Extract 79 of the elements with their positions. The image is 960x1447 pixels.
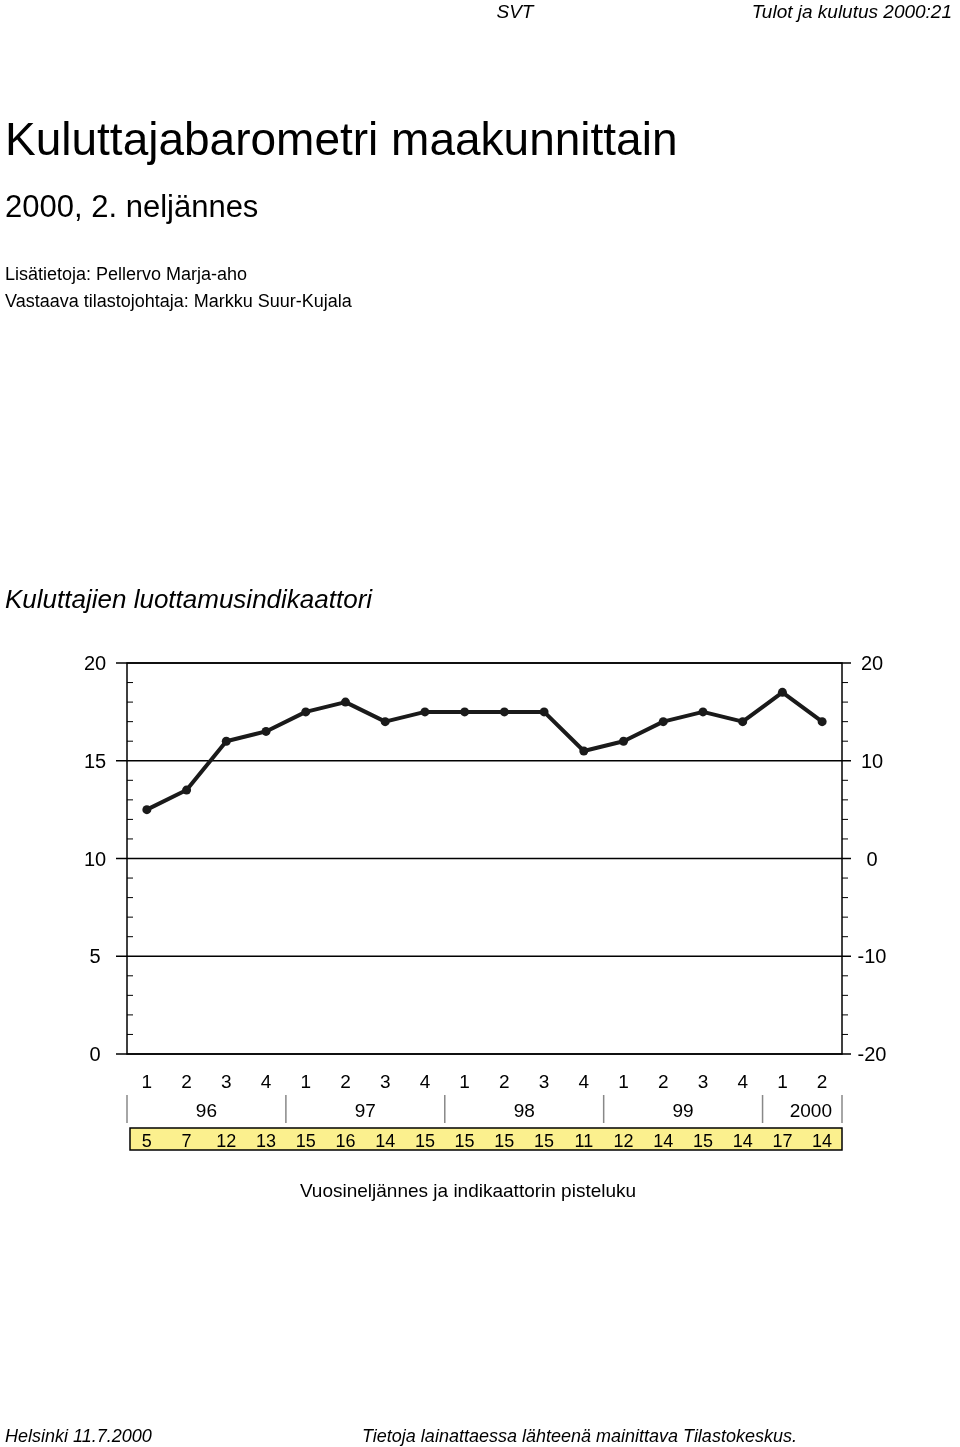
y-tick-label: 0 bbox=[89, 1043, 101, 1065]
y2-tick-label: 20 bbox=[860, 652, 884, 674]
x-tick-label: 2 bbox=[657, 1071, 669, 1092]
text: 99 bbox=[672, 1100, 694, 1121]
text: Kuluttajabarometri maakunnittain bbox=[5, 113, 678, 165]
point bbox=[221, 736, 231, 746]
y-tick-label: 20 bbox=[83, 652, 107, 674]
data-label: 15 bbox=[494, 1131, 515, 1151]
data-label: 14 bbox=[732, 1131, 753, 1151]
x-tick-label: 3 bbox=[379, 1071, 391, 1092]
y2-tick-label: -20 bbox=[857, 1043, 887, 1065]
point bbox=[738, 717, 748, 727]
x-tick-label: 3 bbox=[697, 1071, 709, 1092]
point bbox=[579, 746, 589, 756]
chart-title: Kuluttajien luottamusindikaattori bbox=[5, 584, 374, 614]
data-label: 5 bbox=[141, 1131, 152, 1151]
data-label: 15 bbox=[454, 1131, 475, 1151]
text: 2000, 2. neljännes bbox=[5, 189, 259, 224]
text: Tietoja lainattaessa lähteenä mainittava Tilastokeskus. bbox=[362, 1426, 797, 1446]
text: Vastaava tilastojohtaja: Markku Suur-Kujala bbox=[5, 291, 353, 311]
x-tick-label: 1 bbox=[300, 1071, 312, 1092]
point bbox=[499, 707, 509, 717]
point bbox=[539, 707, 549, 717]
text: Lisätietoja: Pellervo Marja-aho bbox=[5, 264, 248, 284]
x-tick-label: 2 bbox=[816, 1071, 828, 1092]
data-label: 14 bbox=[375, 1131, 396, 1151]
y-tick-label: 10 bbox=[83, 847, 107, 870]
x-tick-label: 4 bbox=[260, 1071, 272, 1092]
x-tick-label: 1 bbox=[459, 1071, 470, 1092]
text: SVT bbox=[496, 1, 535, 22]
data-label: 11 bbox=[574, 1131, 594, 1151]
x-tick-label: 1 bbox=[777, 1071, 788, 1092]
text: Tulot ja kulutus 2000:21 bbox=[751, 1, 952, 22]
x-tick-label: 2 bbox=[340, 1071, 351, 1092]
data-label: 17 bbox=[772, 1131, 793, 1151]
point bbox=[698, 707, 708, 717]
data-label: 15 bbox=[534, 1131, 555, 1151]
data-label: 15 bbox=[414, 1131, 435, 1151]
x-tick-label: 3 bbox=[221, 1071, 232, 1092]
data-label: 15 bbox=[295, 1131, 316, 1151]
x-tick-label: 3 bbox=[538, 1071, 550, 1092]
text: 2000 bbox=[789, 1100, 832, 1121]
point bbox=[261, 726, 271, 736]
y-tick-label: 5 bbox=[89, 945, 101, 968]
x-tick-label: 1 bbox=[618, 1071, 629, 1092]
x-tick-label: 4 bbox=[578, 1071, 590, 1092]
point bbox=[619, 736, 629, 746]
data-label: 16 bbox=[335, 1131, 356, 1151]
x-tick-label: 2 bbox=[499, 1071, 510, 1092]
point bbox=[777, 687, 787, 697]
point bbox=[658, 717, 668, 727]
y2-tick-label: -10 bbox=[857, 945, 887, 968]
y2-tick-label: 0 bbox=[866, 847, 878, 870]
x-tick-label: 1 bbox=[141, 1071, 153, 1092]
data-label: 13 bbox=[256, 1131, 277, 1151]
data-label: 14 bbox=[812, 1131, 833, 1151]
data-label: 14 bbox=[653, 1131, 674, 1151]
point bbox=[420, 707, 430, 717]
data-label: 15 bbox=[692, 1131, 713, 1151]
text: 96 bbox=[195, 1100, 218, 1121]
y-tick-label: 15 bbox=[83, 749, 107, 772]
point bbox=[142, 805, 152, 815]
point bbox=[460, 707, 470, 717]
point bbox=[182, 785, 192, 795]
text: Helsinki 11.7.2000 bbox=[5, 1426, 152, 1446]
data-label: 12 bbox=[216, 1131, 237, 1151]
x-tick-label: 4 bbox=[737, 1071, 749, 1092]
data-label: 12 bbox=[613, 1131, 634, 1151]
data-label: 7 bbox=[181, 1131, 192, 1151]
x-tick-label: 4 bbox=[419, 1071, 431, 1092]
y2-tick-label: 10 bbox=[860, 749, 884, 772]
point bbox=[340, 697, 350, 707]
text: 97 bbox=[354, 1100, 376, 1121]
x-tick-label: 2 bbox=[181, 1071, 192, 1092]
point bbox=[817, 717, 827, 727]
text: 98 bbox=[513, 1100, 535, 1121]
point bbox=[301, 707, 311, 717]
x-axis-title: Vuosineljännes ja indikaattorin pisteluku bbox=[299, 1180, 637, 1201]
point bbox=[380, 717, 390, 727]
